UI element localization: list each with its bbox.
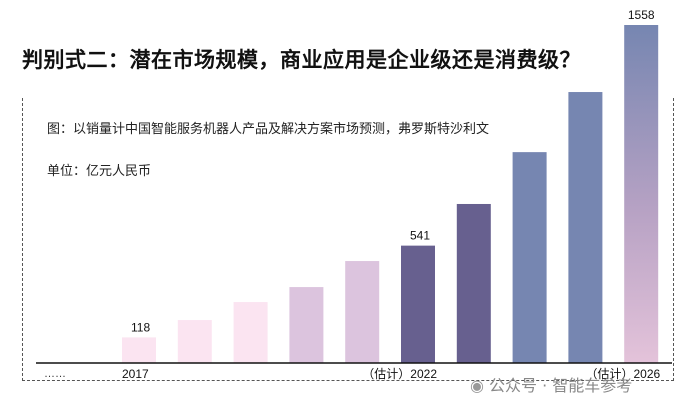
data-label-2022: 541 [410, 229, 430, 243]
chart-caption: 图：以销量计中国智能服务机器人产品及解决方案市场预测，弗罗斯特沙利文 [47, 122, 490, 137]
bar-2020 [289, 287, 324, 363]
bar-2025 [568, 92, 603, 363]
chart-frame [22, 98, 674, 381]
x-tick-label-2022: （估计）2022 [362, 367, 437, 381]
bar-2026 [624, 25, 659, 363]
x-leading-ellipsis: …… [44, 368, 66, 380]
watermark: ◉ 公众号 · 智能车参考 [470, 372, 632, 396]
bar-2019 [233, 302, 268, 363]
chart-unit: 单位：亿元人民币 [47, 164, 152, 179]
bar-2022 [401, 245, 435, 363]
x-tick-label-2026: （估计）2026 [585, 367, 660, 381]
page-title: 判别式二：潜在市场规模，商业应用是企业级还是消费级？ [22, 48, 581, 72]
x-tick-label-2017: 2017 [122, 367, 149, 381]
data-label-2026: 1558 [628, 8, 655, 22]
bar-2024 [512, 152, 547, 363]
bar-2018 [177, 320, 212, 363]
watermark-text: 公众号 · 智能车参考 [489, 376, 633, 395]
bar-2021 [345, 261, 380, 363]
wechat-icon: ◉ [470, 376, 490, 395]
bar-2023 [456, 203, 491, 363]
data-label-2017: 118 [131, 320, 150, 334]
bar-2017 [122, 337, 156, 363]
